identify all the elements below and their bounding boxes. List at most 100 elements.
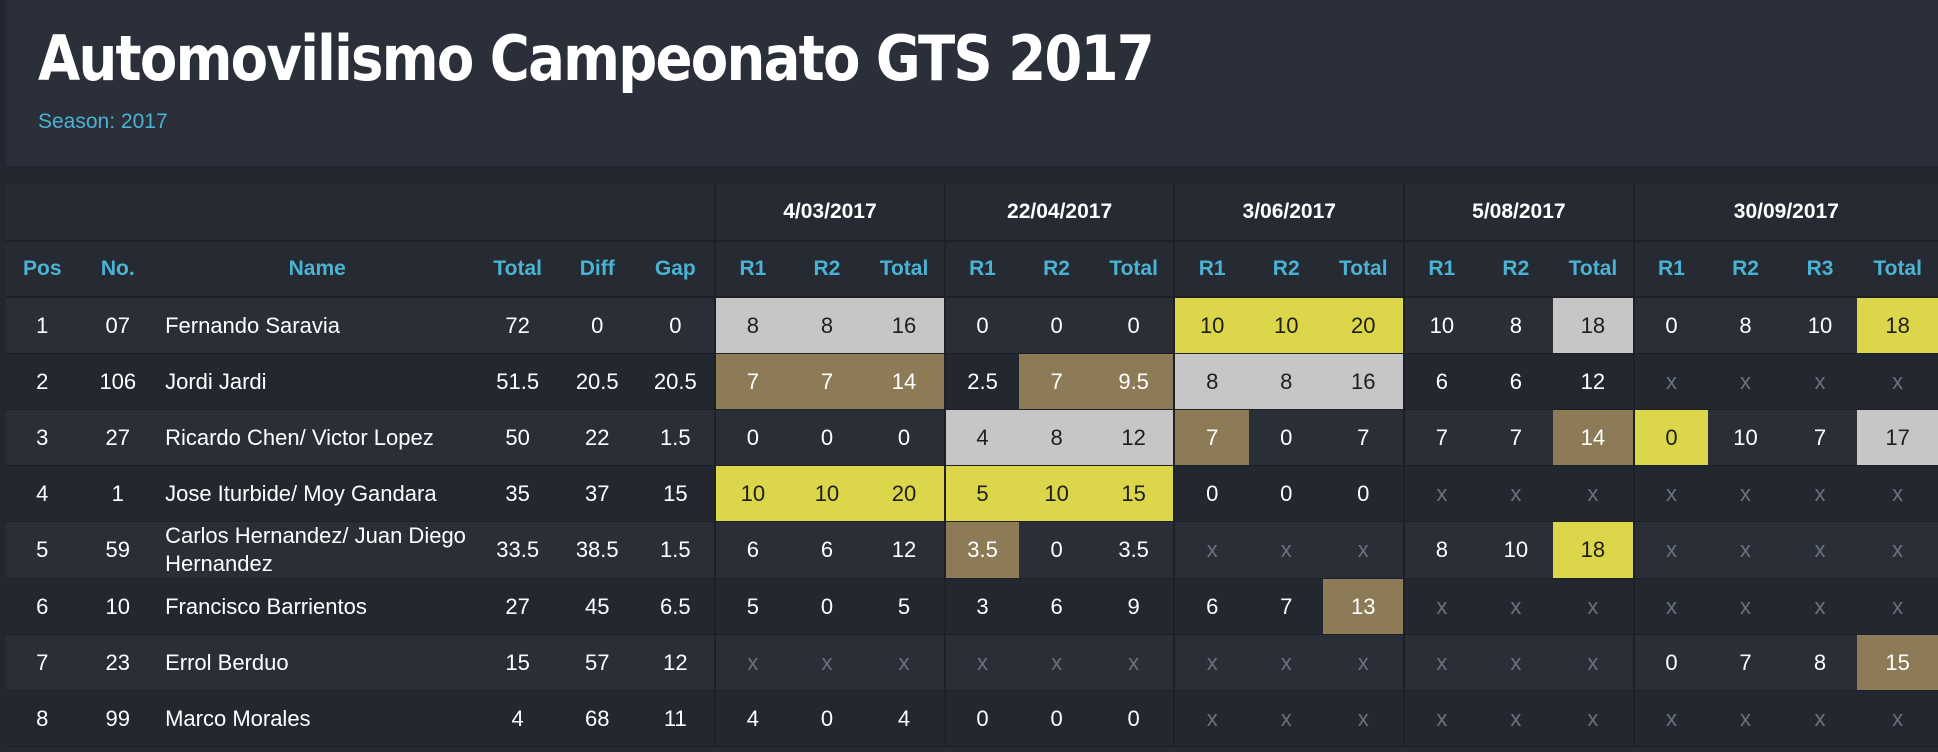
column-header[interactable]: Total <box>864 241 945 298</box>
race-points-cell: 0 <box>714 409 790 466</box>
standings-table-container: 4/03/2017 22/04/2017 3/06/2017 5/08/2017… <box>6 184 1938 752</box>
race-points-cell: 4 <box>714 690 790 747</box>
race-points-cell: 6 <box>714 521 790 579</box>
race-points-cell: 7 <box>1173 409 1249 466</box>
race-points-cell: 18 <box>1553 521 1634 579</box>
column-header[interactable]: Total <box>1093 241 1175 298</box>
column-header[interactable]: R1 <box>943 241 1020 298</box>
race-points-cell: 18 <box>1857 297 1938 354</box>
race-points-cell: x <box>1248 690 1324 747</box>
column-header[interactable]: R2 <box>1248 241 1324 298</box>
race-points-cell: 15 <box>1857 634 1938 691</box>
standings-row: 5 59 Carlos Hernandez/ Juan Diego Hernande… <box>6 521 1938 579</box>
position-cell: 7 <box>6 634 79 691</box>
standings-body: 1 07 Fernando Saravia 72 0 0 8 8 16 0 0 0 10 10 20 10 8 1… <box>6 297 1938 747</box>
position-cell: 3 <box>6 409 79 466</box>
race-points-cell: 10 <box>1248 297 1324 354</box>
position-cell: 6 <box>6 578 79 635</box>
column-header[interactable]: Total <box>1857 241 1938 298</box>
race-points-cell: x <box>714 634 790 691</box>
column-header[interactable]: R2 <box>789 241 865 298</box>
column-header[interactable]: R1 <box>1632 241 1709 298</box>
race-points-cell: x <box>1632 521 1709 579</box>
race-points-cell: 0 <box>1248 465 1324 522</box>
column-header[interactable]: R1 <box>1403 241 1479 298</box>
race-points-cell: 10 <box>1173 297 1249 354</box>
race-points-cell: x <box>1857 578 1938 635</box>
column-header[interactable]: R2 <box>1708 241 1783 298</box>
car-number-cell: 27 <box>78 409 158 466</box>
race-points-cell: 0 <box>789 690 865 747</box>
event-date-header: 3/06/2017 <box>1173 184 1405 242</box>
race-points-cell: x <box>1553 690 1634 747</box>
column-header[interactable]: Diff <box>557 241 637 298</box>
race-points-cell: 0 <box>864 409 945 466</box>
race-points-cell: 0 <box>1323 465 1405 522</box>
race-points-cell: 13 <box>1323 578 1405 635</box>
column-header[interactable]: Pos <box>6 241 79 298</box>
standings-row: 4 1 Jose Iturbide/ Moy Gandara 35 37 15 10 10 20… <box>6 465 1938 522</box>
race-points-cell: 10 <box>1403 297 1479 354</box>
driver-name-cell: Carlos Hernandez/ Juan Diego Hernandez <box>157 521 478 579</box>
event-date-row: 4/03/2017 22/04/2017 3/06/2017 5/08/2017… <box>6 184 1938 242</box>
race-points-cell: x <box>1173 690 1249 747</box>
race-points-cell: x <box>943 634 1020 691</box>
car-number-cell: 07 <box>78 297 158 354</box>
column-header[interactable]: R2 <box>1019 241 1094 298</box>
standings-row: 3 27 Ricardo Chen/ Victor Lopez 50 22 1.5 0 0 0 4… <box>6 409 1938 466</box>
column-header[interactable]: Total <box>1323 241 1405 298</box>
column-header[interactable]: R2 <box>1478 241 1554 298</box>
race-points-cell: x <box>1403 690 1479 747</box>
race-points-cell: 10 <box>1019 465 1094 522</box>
event-date-header: 22/04/2017 <box>943 184 1175 242</box>
race-points-cell: 17 <box>1857 409 1938 466</box>
race-points-cell: x <box>1857 353 1938 410</box>
driver-name-cell: Marco Morales <box>157 690 478 747</box>
column-header[interactable]: R1 <box>714 241 790 298</box>
race-points-cell: x <box>1403 465 1479 522</box>
total-points-cell: 33.5 <box>477 521 558 579</box>
standings-row: 6 10 Francisco Barrientos 27 45 6.5 5 0 5 3 6 9 6 7 13… <box>6 578 1938 635</box>
event-date-spacer <box>6 184 716 242</box>
diff-cell: 68 <box>557 690 637 747</box>
race-points-cell: 12 <box>1093 409 1175 466</box>
race-points-cell: 3 <box>943 578 1020 635</box>
race-points-cell: 0 <box>789 578 865 635</box>
column-header[interactable]: Total <box>1553 241 1634 298</box>
race-points-cell: x <box>1248 634 1324 691</box>
gap-cell: 20.5 <box>636 353 716 410</box>
position-cell: 5 <box>6 521 79 579</box>
race-points-cell: x <box>1708 690 1783 747</box>
race-points-cell: 8 <box>1782 634 1858 691</box>
column-header[interactable]: No. <box>78 241 158 298</box>
race-points-cell: x <box>1857 690 1938 747</box>
race-points-cell: 0 <box>1173 465 1249 522</box>
column-header[interactable]: R1 <box>1173 241 1249 298</box>
race-points-cell: x <box>864 634 945 691</box>
column-header[interactable]: Name <box>157 241 478 298</box>
standings-row: 7 23 Errol Berduo 15 57 12 x x x x x x x x x x x x 0 7 8 15 <box>6 634 1938 691</box>
race-points-cell: x <box>1708 465 1783 522</box>
race-points-cell: 9 <box>1093 578 1175 635</box>
column-header[interactable]: Gap <box>636 241 716 298</box>
diff-cell: 57 <box>557 634 637 691</box>
race-points-cell: x <box>1093 634 1175 691</box>
standings-row: 1 07 Fernando Saravia 72 0 0 8 8 16 0 0 0 10 10 20 10 8 1… <box>6 297 1938 354</box>
column-header[interactable]: Total <box>477 241 558 298</box>
gap-cell: 6.5 <box>636 578 716 635</box>
gap-cell: 15 <box>636 465 716 522</box>
position-cell: 8 <box>6 690 79 747</box>
race-points-cell: x <box>1403 634 1479 691</box>
race-points-cell: x <box>1478 465 1554 522</box>
race-points-cell: 0 <box>789 409 865 466</box>
race-points-cell: 12 <box>864 521 945 579</box>
column-header[interactable]: R3 <box>1782 241 1858 298</box>
total-points-cell: 35 <box>477 465 558 522</box>
race-points-cell: x <box>789 634 865 691</box>
race-points-cell: 6 <box>789 521 865 579</box>
race-points-cell: 7 <box>1248 578 1324 635</box>
race-points-cell: 0 <box>1019 521 1094 579</box>
gap-cell: 0 <box>636 297 716 354</box>
event-date-header: 5/08/2017 <box>1403 184 1634 242</box>
race-points-cell: 7 <box>1478 409 1554 466</box>
